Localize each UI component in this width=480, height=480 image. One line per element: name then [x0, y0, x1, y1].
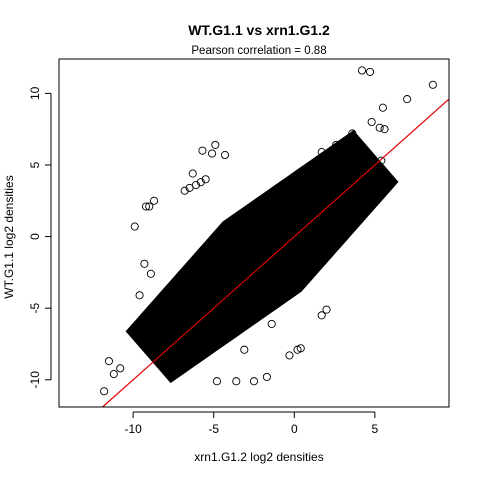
x-tick-label: -10 — [124, 422, 142, 436]
data-point — [240, 345, 249, 354]
fit-line-layer — [102, 98, 450, 408]
data-point — [180, 186, 189, 195]
data-point — [375, 123, 384, 132]
data-point — [380, 125, 389, 134]
dense-point-cloud — [125, 130, 399, 384]
plot-frame — [58, 58, 450, 408]
y-tick-label: -10 — [28, 371, 42, 389]
y-tick-label: 10 — [28, 86, 42, 100]
data-point — [116, 364, 125, 373]
data-point — [285, 351, 294, 360]
data-point — [211, 140, 220, 149]
data-point — [135, 291, 144, 300]
regression-line — [102, 98, 450, 408]
x-tick-label: 5 — [372, 422, 379, 436]
x-tick-label: -5 — [208, 422, 219, 436]
data-point — [317, 311, 326, 320]
data-point — [378, 103, 387, 112]
axes: -10 -5 0 5 -10 -5 0 5 10 — [28, 86, 379, 436]
data-point — [403, 95, 412, 104]
chart-subtitle: Pearson correlation = 0.88 — [191, 45, 326, 57]
y-tick-label: -5 — [28, 303, 42, 314]
data-point — [249, 377, 259, 386]
data-point — [357, 66, 367, 75]
data-point — [188, 169, 197, 178]
data-point — [198, 146, 207, 155]
data-point — [140, 259, 149, 268]
data-point — [262, 372, 271, 381]
data-point — [104, 357, 114, 366]
data-point — [296, 344, 305, 353]
data-point — [109, 370, 118, 379]
data-point — [267, 319, 276, 328]
data-point — [322, 305, 331, 314]
chart-title: WT.G1.1 vs xrn1.G1.2 — [188, 22, 330, 38]
data-point — [145, 202, 154, 211]
data-point — [212, 377, 221, 386]
data-point — [367, 117, 376, 127]
data-point — [150, 196, 159, 205]
y-tick-label: 0 — [28, 233, 42, 240]
data-point — [208, 149, 217, 158]
data-point — [365, 67, 375, 76]
data-point — [196, 178, 205, 187]
data-point — [201, 175, 210, 184]
y-axis-label: WT.G1.1 log2 densities — [2, 175, 16, 298]
data-point — [100, 387, 109, 396]
data-point — [232, 377, 241, 386]
x-tick-label: 0 — [291, 422, 298, 436]
data-point — [146, 269, 155, 278]
data-point — [130, 222, 139, 231]
data-point — [141, 202, 151, 211]
y-tick-label: 5 — [28, 161, 42, 168]
data-point — [185, 183, 194, 192]
x-axis-label: xrn1.G1.2 log2 densities — [194, 450, 323, 464]
data-point — [428, 80, 437, 89]
dense-cloud — [125, 130, 399, 384]
data-point — [220, 150, 230, 160]
